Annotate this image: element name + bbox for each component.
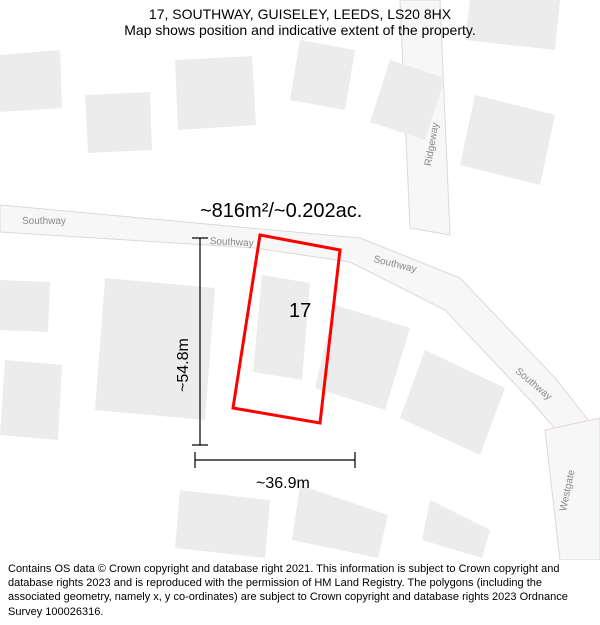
road-label-southway1: Southway [22, 216, 66, 227]
building-10 [253, 275, 310, 380]
building-13 [175, 490, 270, 558]
building-1 [85, 92, 152, 153]
area-label: ~816m²/~0.202ac. [200, 200, 362, 223]
building-0 [0, 50, 62, 112]
building-11 [315, 305, 410, 410]
building-12 [400, 350, 505, 455]
building-2 [175, 56, 256, 130]
width-dimension-label: ~36.9m [256, 475, 310, 493]
building-14 [292, 485, 388, 558]
building-8 [0, 360, 62, 440]
plot-number-label: 17 [289, 300, 311, 323]
building-15 [422, 500, 490, 558]
property-title: 17, SOUTHWAY, GUISELEY, LEEDS, LS20 8HX [0, 6, 600, 22]
building-7 [0, 280, 50, 332]
height-dimension-label: ~54.8m [175, 338, 193, 392]
road-label-southway2: Southway [209, 236, 253, 249]
header: 17, SOUTHWAY, GUISELEY, LEEDS, LS20 8HX … [0, 6, 600, 38]
building-3 [290, 40, 355, 110]
building-9 [95, 278, 215, 420]
copyright-footer: Contains OS data © Crown copyright and d… [8, 562, 592, 619]
property-subtitle: Map shows position and indicative extent… [0, 22, 600, 38]
building-6 [460, 95, 555, 185]
